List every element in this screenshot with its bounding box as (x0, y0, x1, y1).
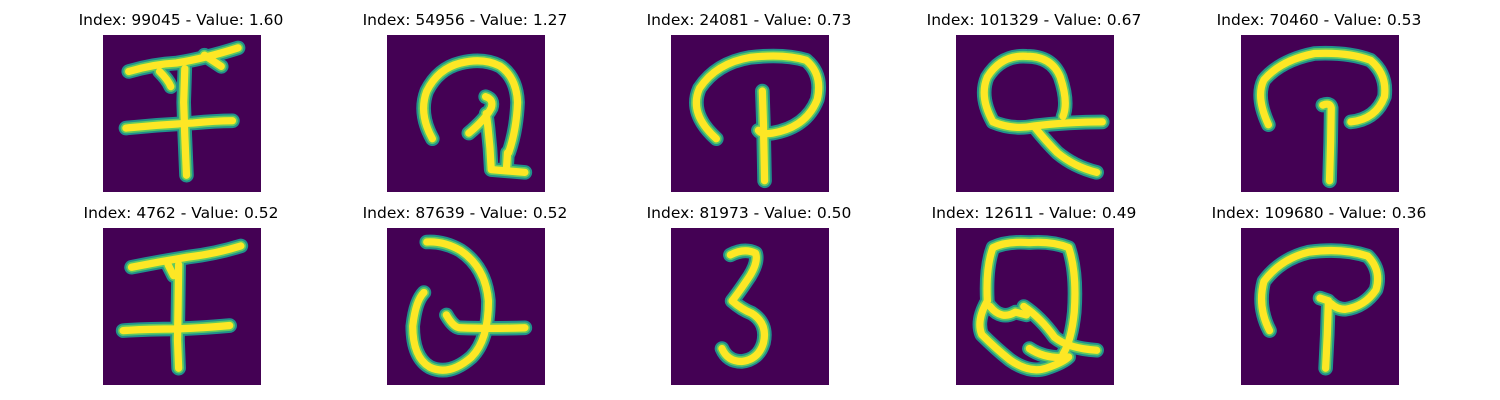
panel-title: Index: 54956 - Value: 1.27 (362, 11, 568, 29)
glyph-stroke (442, 311, 529, 333)
character-image (387, 228, 545, 385)
glyph-f-drawing (115, 238, 249, 376)
grid-panel: Index: 4762 - Value: 0.52 (31, 193, 331, 385)
glyph-stroke (482, 109, 529, 177)
glyph-f-drawing (118, 40, 246, 183)
glyph-stroke (122, 117, 237, 132)
glyph-q-drawing (972, 234, 1104, 378)
glyph-stroke (180, 64, 191, 179)
glyph-stroke (173, 260, 183, 372)
grid-panel: Index: 70460 - Value: 0.53 (1169, 0, 1469, 192)
grid-panel: Index: 81973 - Value: 0.50 (599, 193, 899, 385)
panel-title: Index: 109680 - Value: 0.36 (1211, 204, 1427, 222)
glyph-3-drawing (714, 243, 772, 369)
grid-panel: Index: 12611 - Value: 0.49 (884, 193, 1184, 385)
glyph-stroke (1020, 302, 1101, 354)
panel-title: Index: 24081 - Value: 0.73 (646, 11, 852, 29)
grid-panel: Index: 109680 - Value: 0.36 (1169, 193, 1469, 385)
character-image (103, 228, 261, 385)
glyph-stroke (976, 297, 1073, 374)
character-image (103, 35, 261, 192)
glyph-stroke (986, 302, 1031, 319)
panel-title: Index: 70460 - Value: 0.53 (1216, 11, 1422, 29)
glyph-stroke (164, 260, 178, 280)
glyph-stroke (155, 67, 175, 91)
glyph-p-drawing (689, 48, 826, 189)
panel-title: Index: 81973 - Value: 0.50 (646, 204, 852, 222)
panel-title: Index: 4762 - Value: 0.52 (83, 204, 279, 222)
character-image (671, 228, 829, 385)
glyph-stroke (119, 321, 234, 335)
panel-title: Index: 12611 - Value: 0.49 (931, 204, 1137, 222)
panel-title: Index: 101329 - Value: 0.67 (926, 11, 1142, 29)
grid-panel: Index: 101329 - Value: 0.67 (884, 0, 1184, 192)
panel-title: Index: 87639 - Value: 0.52 (362, 204, 568, 222)
glyph-stroke (983, 238, 1079, 358)
glyph-p-drawing (1254, 243, 1385, 376)
grid-panel: Index: 87639 - Value: 0.52 (315, 193, 615, 385)
glyph-q-drawing (405, 234, 533, 378)
character-image (671, 35, 829, 192)
glyph-stroke (502, 149, 512, 175)
glyph-q-drawing (976, 48, 1110, 180)
glyph-stroke (127, 242, 245, 271)
character-image (387, 35, 545, 192)
glyph-stroke (419, 57, 522, 157)
character-image (956, 35, 1114, 192)
glyph-stroke (1316, 294, 1333, 372)
glyph-stroke (692, 52, 823, 143)
glyph-p-drawing (1253, 45, 1393, 189)
glyph-stroke (1031, 123, 1101, 177)
glyph-stroke (125, 44, 242, 76)
grid-panel: Index: 54956 - Value: 1.27 (315, 0, 615, 192)
glyph-stroke (1256, 49, 1389, 129)
glyph-q-drawing (416, 53, 533, 180)
character-image (956, 228, 1114, 385)
character-image (1241, 35, 1399, 192)
glyph-stroke (758, 87, 769, 185)
grid-panel: Index: 99045 - Value: 1.60 (31, 0, 331, 192)
glyph-stroke (200, 51, 225, 71)
panel-title: Index: 99045 - Value: 1.60 (78, 11, 284, 29)
glyph-stroke (465, 93, 496, 137)
grid-panel: Index: 24081 - Value: 0.73 (599, 0, 899, 192)
glyph-stroke (718, 247, 769, 366)
glyph-stroke (1319, 100, 1335, 185)
glyph-stroke (409, 238, 493, 374)
glyph-stroke (980, 52, 1069, 126)
glyph-stroke (1257, 246, 1382, 335)
character-image (1241, 228, 1399, 385)
